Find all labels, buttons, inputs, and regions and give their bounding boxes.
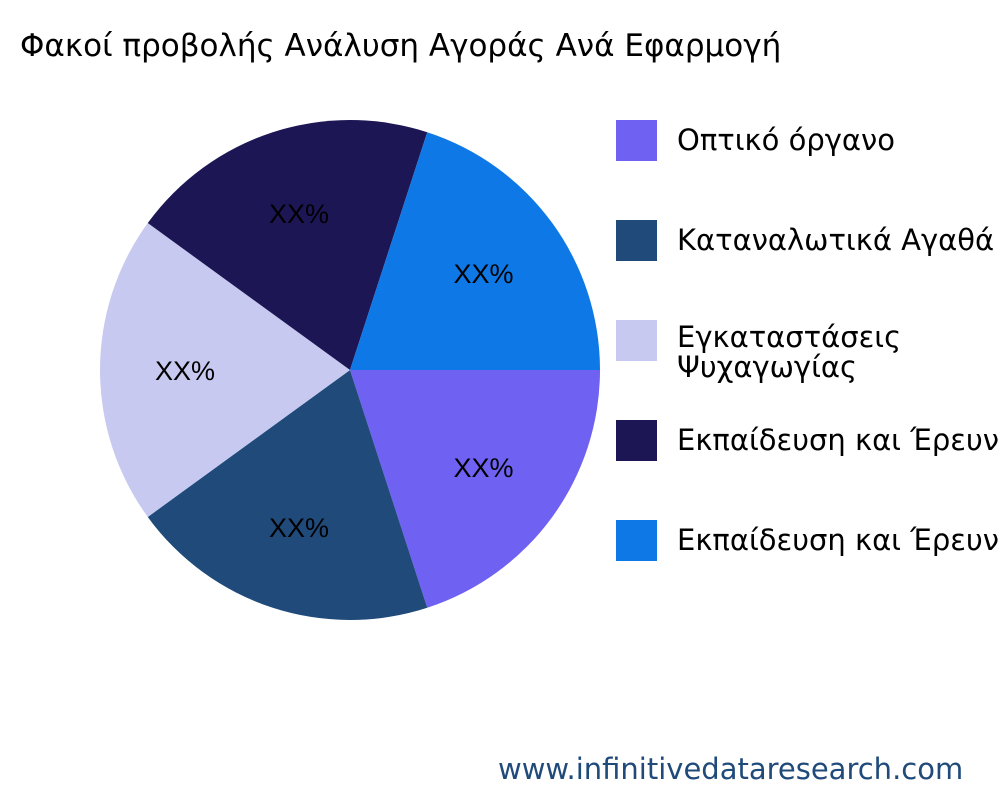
pie-slice [100, 223, 350, 517]
legend-label-line: Εκπαίδευση και Έρευνα [677, 523, 1000, 557]
legend-item: Εκπαίδευση και Έρευνα [616, 520, 1000, 561]
slice-data-label: XX% [453, 453, 513, 483]
legend-label-line: Οπτικό όργανο [677, 123, 895, 157]
slice-data-label: XX% [269, 199, 329, 229]
pie-slice [147, 120, 428, 370]
legend-item: Εγκαταστάσεις Ψυχαγωγίας [616, 320, 1000, 382]
legend-label-line: Εγκαταστάσεις [677, 320, 902, 354]
legend-label-line: Ψυχαγωγίας [677, 350, 858, 384]
legend-label-line: Εκπαίδευση και Έρευνα [677, 423, 1000, 457]
slice-data-label: XX% [155, 356, 215, 386]
legend-swatch [616, 120, 657, 161]
pie-slice [350, 370, 600, 608]
legend-item: Καταναλωτικά Αγαθά [616, 220, 1000, 261]
pie-slice [350, 132, 600, 370]
legend-swatch [616, 220, 657, 261]
footer-url: www.infinitivedataresearch.com [498, 752, 964, 786]
legend-label: Οπτικό όργανο [677, 125, 895, 155]
legend-swatch [616, 520, 657, 561]
pie-slice [147, 370, 428, 620]
legend-label: Εκπαίδευση και Έρευνα [677, 425, 1000, 455]
legend-label-line: Καταναλωτικά Αγαθά [677, 223, 995, 257]
legend-label: Εκπαίδευση και Έρευνα [677, 525, 1000, 555]
slice-data-label: XX% [453, 259, 513, 289]
chart-title: Φακοί προβολής Ανάλυση Αγοράς Ανά Εφαρμο… [20, 28, 782, 64]
legend-item: Εκπαίδευση και Έρευνα [616, 420, 1000, 461]
legend-label: Καταναλωτικά Αγαθά [677, 225, 994, 255]
legend-label: Εγκαταστάσεις Ψυχαγωγίας [677, 322, 901, 382]
legend-swatch [616, 420, 657, 461]
legend-swatch [616, 320, 657, 361]
legend-item: Οπτικό όργανο [616, 120, 1000, 161]
slice-data-label: XX% [269, 513, 329, 543]
